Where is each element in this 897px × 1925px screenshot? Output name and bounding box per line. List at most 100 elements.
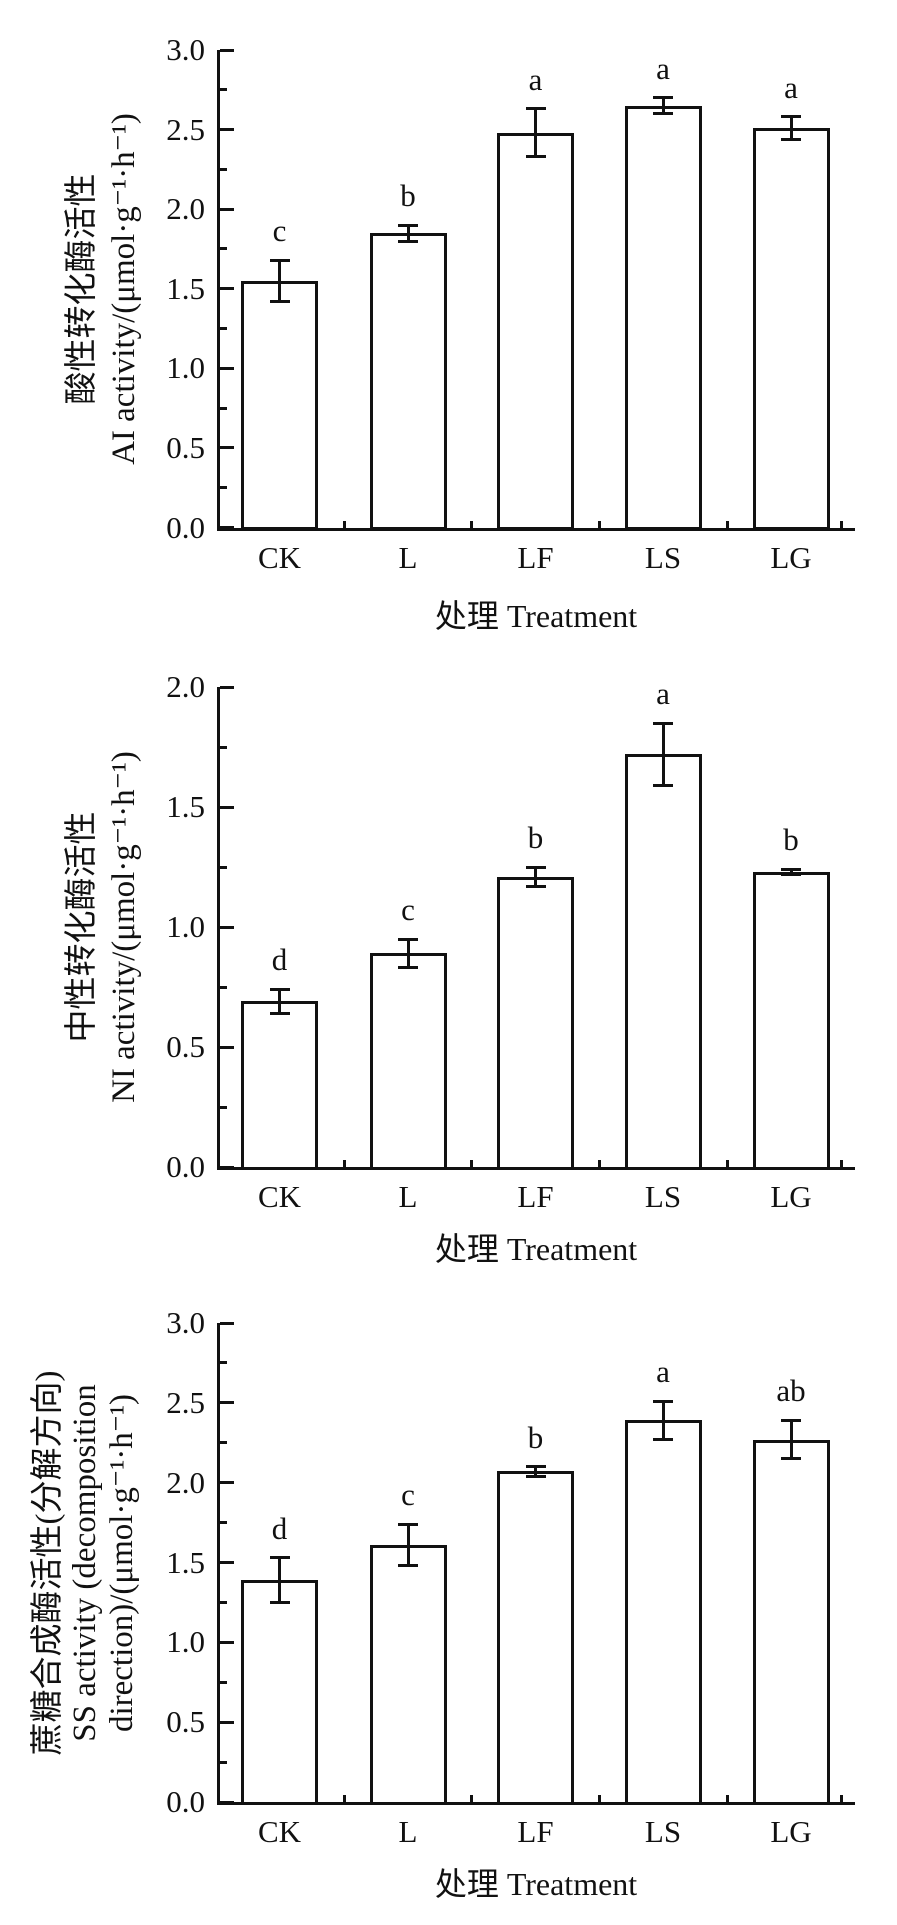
- y-minor-tick: [220, 88, 227, 92]
- sig-letter-L: c: [401, 1477, 415, 1513]
- error-bar-CK: [278, 1557, 281, 1603]
- x-minor-tick: [725, 1795, 729, 1802]
- x-tick-label-CK: CK: [257, 539, 302, 575]
- y-minor-tick: [220, 1600, 227, 1604]
- error-bar-LF: [534, 108, 537, 157]
- y-minor-tick: [220, 486, 227, 490]
- y-minor-tick: [220, 1105, 227, 1109]
- y-major-tick: [220, 128, 234, 132]
- x-tick-label-LF: LF: [517, 1814, 554, 1849]
- sig-letter-LS: a: [656, 50, 670, 86]
- error-cap-bottom-LG: [781, 1457, 801, 1461]
- error-bar-LG: [789, 869, 793, 875]
- y-major-tick: [220, 1800, 234, 1804]
- sig-letter-LG: ab: [776, 1373, 806, 1409]
- sig-letter-L: b: [400, 178, 416, 214]
- x-tick-label-LG: LG: [770, 539, 812, 575]
- y-minor-tick: [220, 1760, 227, 1764]
- error-cap-top-LG: [781, 1418, 801, 1422]
- y-minor-tick: [220, 1441, 227, 1445]
- y-tick-label: 1.0: [166, 350, 205, 386]
- error-cap-top-LS: [653, 1399, 673, 1403]
- y-minor-tick: [220, 247, 227, 251]
- y-tick-label: 0.5: [166, 429, 205, 465]
- x-axis-title: 处理 Treatment: [434, 1866, 638, 1902]
- y-major-tick: [220, 805, 234, 809]
- y-major-tick: [220, 526, 234, 529]
- y-tick-label: 3.0: [166, 1305, 205, 1340]
- x-tick-label-L: L: [398, 539, 418, 575]
- x-axis-title: 处理 Treatment: [434, 1231, 638, 1267]
- y-axis-line: [217, 50, 220, 531]
- error-bar-LF: [534, 867, 537, 887]
- bar-LG: [752, 127, 830, 531]
- x-tick-label-L: L: [398, 1179, 418, 1214]
- y-major-tick: [220, 48, 234, 52]
- y-major-tick: [220, 685, 234, 689]
- sig-letter-CK: c: [272, 213, 287, 249]
- error-cap-bottom-LG: [781, 872, 801, 876]
- x-tick-label-LS: LS: [644, 1814, 682, 1849]
- x-tick-label-LF: LF: [517, 1179, 554, 1214]
- x-minor-tick: [342, 1160, 346, 1167]
- y-major-tick: [220, 1165, 234, 1169]
- x-tick-label-LG: LG: [770, 1179, 812, 1214]
- sig-letter-LF: b: [527, 1419, 544, 1455]
- error-cap-bottom-LF: [525, 884, 546, 888]
- y-tick-label: 1.5: [166, 1544, 205, 1580]
- y-tick-label: 0.5: [166, 1029, 205, 1064]
- sig-letter-LF: a: [528, 61, 543, 97]
- y-axis-line: [217, 687, 220, 1170]
- error-cap-bottom-LS: [653, 1438, 673, 1442]
- y-tick-label: 2.5: [166, 111, 205, 147]
- error-cap-top-LG: [781, 867, 801, 871]
- sig-letter-LS: a: [656, 676, 670, 711]
- y-major-tick: [220, 925, 234, 929]
- error-bar-L: [406, 225, 410, 241]
- error-cap-top-CK: [269, 987, 290, 991]
- error-cap-bottom-L: [398, 239, 418, 243]
- x-tick-label-CK: CK: [257, 1179, 302, 1214]
- error-cap-top-LG: [781, 115, 801, 119]
- error-cap-bottom-CK: [269, 299, 290, 303]
- x-minor-tick: [342, 1795, 346, 1802]
- y-major-tick: [220, 287, 234, 291]
- error-bar-LG: [789, 116, 793, 140]
- y-tick-label: 0.0: [166, 1149, 205, 1184]
- error-cap-top-L: [398, 223, 418, 227]
- sig-letter-LS: a: [656, 1354, 670, 1390]
- y-minor-tick: [220, 865, 227, 869]
- bar-L: [369, 953, 447, 1170]
- y-axis-line: [217, 1323, 220, 1805]
- y-tick-label: 0.0: [166, 509, 205, 545]
- y-major-tick: [220, 1401, 234, 1405]
- error-bar-CK: [278, 260, 281, 302]
- error-cap-top-L: [398, 1522, 418, 1526]
- bar-L: [369, 233, 447, 531]
- x-tick-label-CK: CK: [257, 1814, 302, 1849]
- x-axis-title: 处理 Treatment: [434, 598, 638, 634]
- x-minor-tick: [840, 1795, 843, 1802]
- y-tick-label: 2.0: [166, 1464, 205, 1500]
- error-bar-CK: [278, 989, 281, 1014]
- error-cap-top-CK: [269, 258, 290, 262]
- error-cap-top-CK: [269, 1556, 290, 1560]
- sig-letter-LF: b: [527, 820, 544, 855]
- bar-LF: [497, 1471, 574, 1805]
- y-major-tick: [220, 1561, 234, 1564]
- y-major-tick: [220, 1481, 234, 1485]
- y-minor-tick: [220, 985, 227, 989]
- x-minor-tick: [840, 1160, 843, 1167]
- x-minor-tick: [725, 520, 729, 528]
- sig-letter-LG: b: [783, 822, 799, 858]
- y-tick-label: 2.5: [166, 1384, 205, 1420]
- x-minor-tick: [597, 1795, 601, 1802]
- bar-LG: [752, 1439, 830, 1805]
- y-tick-label: 2.0: [166, 669, 205, 704]
- y-tick-label: 3.0: [166, 32, 205, 67]
- error-bar-LS: [661, 723, 665, 786]
- bar-LS: [624, 754, 702, 1170]
- x-minor-tick: [470, 1795, 473, 1802]
- error-cap-bottom-LG: [781, 137, 801, 141]
- bar-LS: [624, 105, 702, 531]
